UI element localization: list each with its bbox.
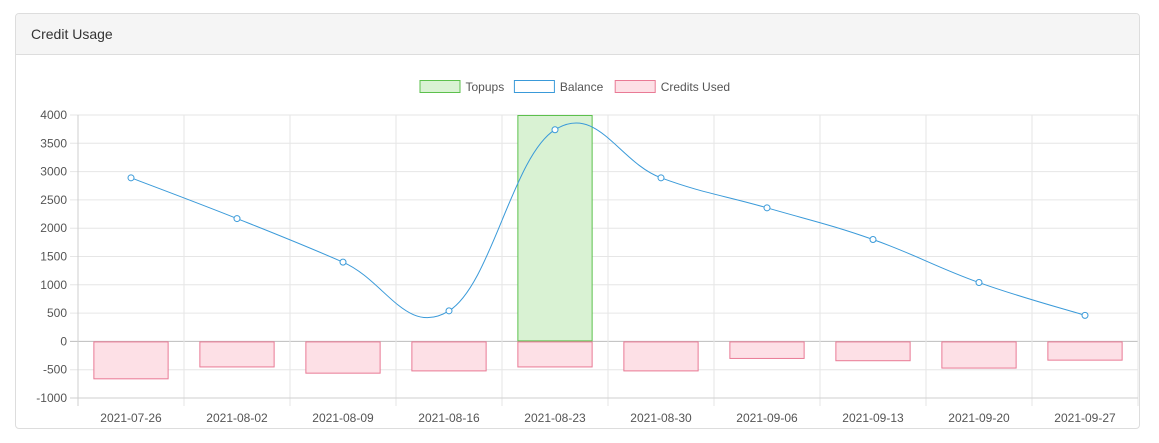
- balance-legend-label: Balance: [560, 80, 604, 94]
- x-tick-label: 2021-07-26: [100, 411, 162, 425]
- x-tick-label: 2021-09-13: [842, 411, 904, 425]
- chart-bars: [93, 115, 1123, 380]
- credit-usage-chart: Topups Balance Credits Used 4000 3500 3000 25…: [16, 55, 1139, 428]
- y-tick-label: 3500: [40, 136, 67, 150]
- y-tick-label: 2500: [40, 193, 67, 207]
- y-tick-label: 1000: [40, 278, 67, 292]
- credits-used-bar: [1047, 341, 1123, 361]
- balance-point: [551, 126, 559, 134]
- credits-used-bar: [835, 341, 911, 362]
- chart-svg: Topups Balance Credits Used 4000 3500 3000 25…: [36, 80, 1139, 425]
- balance-point: [233, 215, 241, 223]
- x-tick-label: 2021-08-09: [312, 411, 374, 425]
- balance-point: [975, 279, 983, 287]
- y-tick-label: 4000: [40, 108, 67, 122]
- credits-used-bar: [517, 341, 593, 368]
- topups-legend-label: Topups: [466, 80, 505, 94]
- balance-point: [763, 204, 771, 212]
- credits-used-bar: [305, 341, 381, 374]
- balance-point: [339, 258, 347, 266]
- credits-used-bar: [941, 341, 1017, 369]
- y-tick-label: 500: [47, 306, 67, 320]
- x-tick-label: 2021-08-16: [418, 411, 480, 425]
- credits-used-legend-label: Credits Used: [661, 80, 730, 94]
- y-tick-label: 1500: [40, 250, 67, 264]
- credits-used-bar: [623, 341, 699, 372]
- y-tick-label: 2000: [40, 221, 67, 235]
- x-tick-label: 2021-08-30: [630, 411, 692, 425]
- balance-line: [130, 122, 1086, 319]
- x-tick-label: 2021-08-23: [524, 411, 586, 425]
- credits-used-bar: [411, 341, 487, 372]
- credits-used-bar: [199, 341, 275, 368]
- balance-line-group: [127, 122, 1089, 319]
- x-tick-label: 2021-08-02: [206, 411, 268, 425]
- y-tick-label: 0: [60, 334, 67, 348]
- credits-used-bar: [93, 341, 169, 380]
- x-tick-label: 2021-09-06: [736, 411, 798, 425]
- chart-legend: Topups Balance Credits Used: [419, 80, 730, 94]
- balance-point: [127, 174, 135, 182]
- topups-bar: [517, 115, 593, 342]
- credits-used-legend-swatch: [614, 80, 656, 93]
- balance-point: [869, 236, 877, 244]
- topups-legend-swatch: [419, 80, 461, 93]
- chart-axes: 4000 3500 3000 2500 2000 1500 1000 500 0 -500 -100…: [36, 108, 1138, 425]
- balance-legend-swatch: [513, 80, 555, 93]
- y-tick-label: -500: [43, 363, 67, 377]
- credits-used-bar: [729, 341, 805, 359]
- y-tick-label: 3000: [40, 165, 67, 179]
- panel-title: Credit Usage: [16, 14, 1139, 55]
- balance-point: [657, 174, 665, 182]
- x-tick-label: 2021-09-20: [948, 411, 1010, 425]
- credit-usage-panel: Credit Usage Topups Balance Credits Used 4…: [15, 13, 1140, 429]
- y-tick-label: -1000: [36, 391, 67, 405]
- balance-point: [1081, 311, 1089, 319]
- x-tick-label: 2021-09-27: [1054, 411, 1116, 425]
- balance-point: [445, 307, 453, 315]
